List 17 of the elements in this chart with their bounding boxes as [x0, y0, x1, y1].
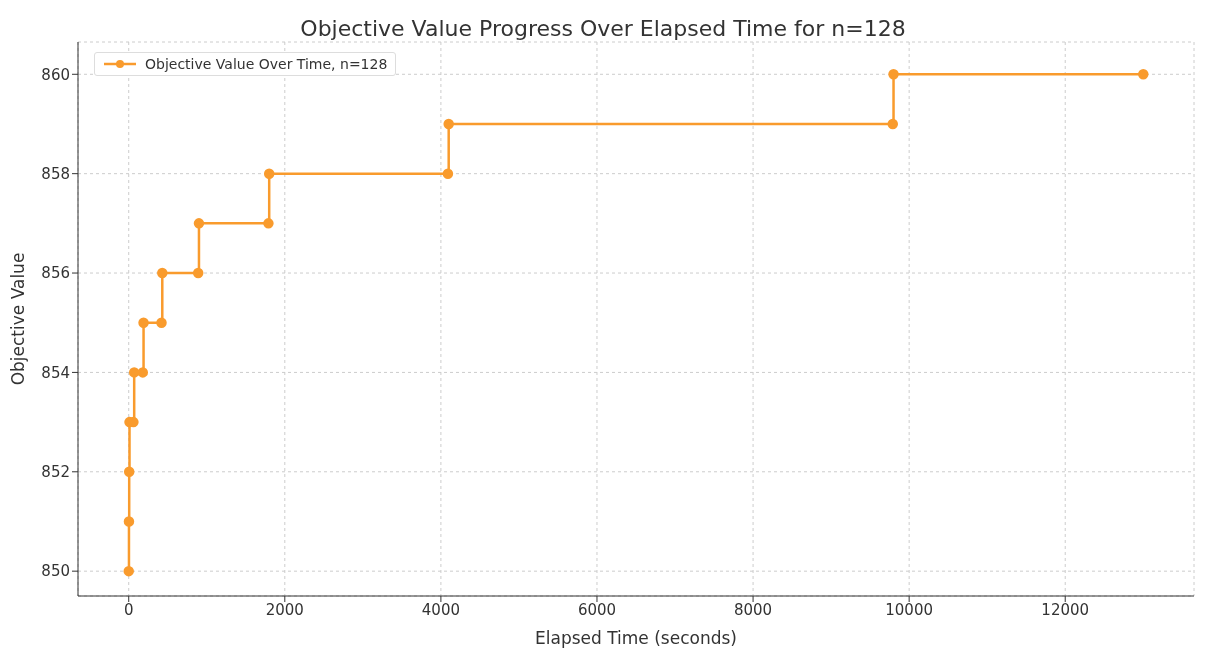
y-tick-label: 856 [41, 264, 70, 283]
x-tick-label: 2000 [265, 600, 304, 619]
x-tick-label: 0 [123, 600, 134, 619]
x-tick-label: 8000 [733, 600, 773, 619]
y-tick-label: 852 [41, 463, 70, 482]
x-tick-label: 4000 [421, 600, 460, 619]
chart-title: Objective Value Progress Over Elapsed Time for n=128 [299, 16, 907, 41]
y-tick-label: 860 [41, 65, 70, 84]
y-tick-label: 854 [41, 363, 70, 382]
y-tick-label: 850 [41, 562, 70, 581]
y-tick-label: 858 [41, 164, 70, 183]
x-axis-title: Elapsed Time (seconds) [535, 628, 737, 648]
y-axis-title: Objective Value [8, 252, 29, 386]
x-tick-label: 6000 [577, 600, 617, 619]
legend-label: Objective Value Over Time, n=128 [145, 56, 388, 72]
x-tick-label: 12000 [1041, 600, 1090, 619]
x-tick-label: 10000 [885, 600, 934, 619]
